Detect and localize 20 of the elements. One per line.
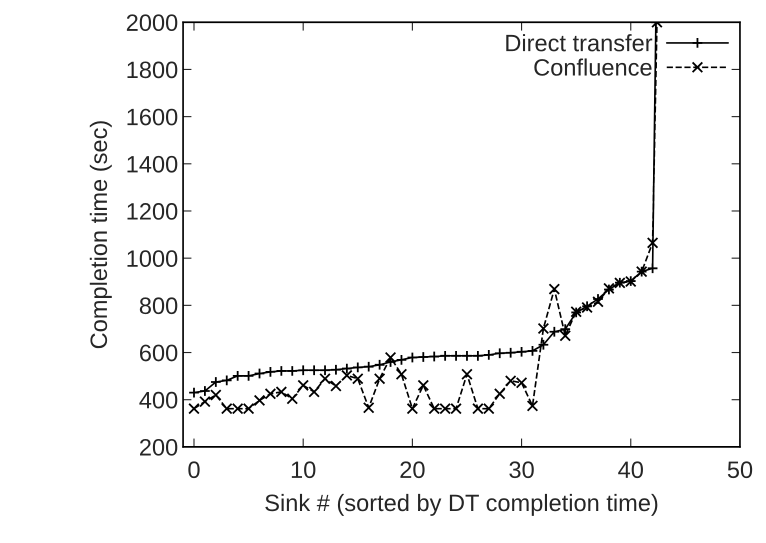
y-tick-label: 200	[140, 438, 178, 456]
y-tick-label: 600	[140, 344, 178, 362]
y-tick-label: 1200	[127, 203, 178, 220]
x-tick-label: 20	[400, 461, 425, 478]
y-tick-label: 1400	[127, 156, 178, 173]
y-tick-label: 800	[140, 297, 178, 314]
x-tick-label: 0	[188, 461, 200, 478]
x-tick-label: 50	[728, 461, 752, 478]
legend-label: Direct transfer	[506, 34, 652, 52]
y-tick-label: 1800	[127, 62, 178, 78]
x-tick-label: 30	[509, 461, 534, 478]
y-tick-label: 1000	[127, 250, 178, 267]
y-tick-label: 400	[139, 392, 178, 408]
x-axis-title: Sink # (sorted by DT completion time)	[265, 494, 658, 516]
y-tick-label: 1600	[127, 108, 178, 126]
x-tick-label: 40	[618, 461, 643, 478]
y-tick-label: 2000	[126, 14, 178, 32]
y-axis-title: Completion time (sec)	[90, 121, 112, 348]
x-tick-label: 10	[292, 461, 316, 478]
legend-label: Confluence	[534, 58, 652, 76]
